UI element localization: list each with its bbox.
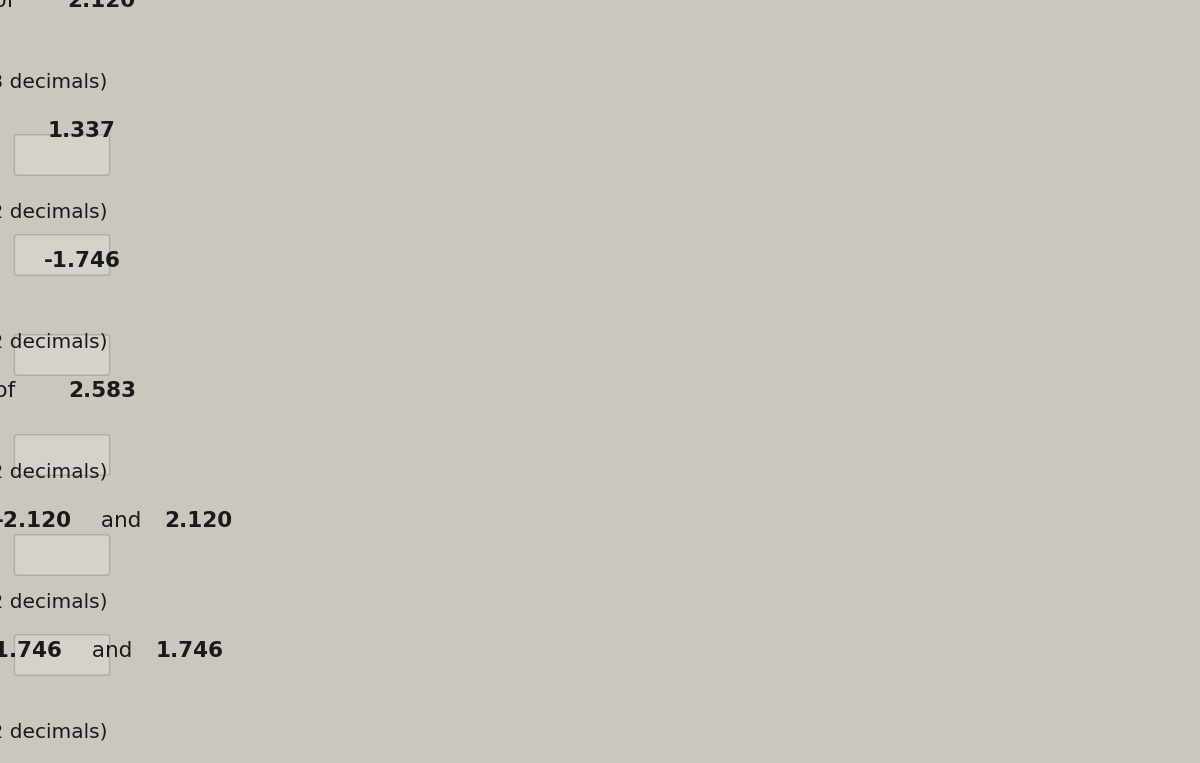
Text: 1.337: 1.337 [48, 121, 115, 141]
Text: (to 2 decimals): (to 2 decimals) [0, 592, 108, 611]
Text: 2.583: 2.583 [68, 381, 136, 401]
FancyBboxPatch shape [14, 335, 109, 375]
Text: To the right of: To the right of [0, 381, 23, 401]
Text: and: and [85, 641, 139, 661]
Text: (to 3 decimals): (to 3 decimals) [0, 73, 108, 92]
Text: -2.120: -2.120 [0, 511, 72, 531]
Text: (to 2 decimals): (to 2 decimals) [0, 333, 108, 352]
Text: 2.120: 2.120 [164, 511, 232, 531]
Text: -1.746: -1.746 [44, 251, 121, 271]
Text: (to 2 decimals): (to 2 decimals) [0, 462, 108, 481]
Text: (to 2 decimals): (to 2 decimals) [0, 203, 108, 222]
Text: To the left of: To the left of [0, 251, 4, 271]
Text: To the right of: To the right of [0, 0, 22, 11]
FancyBboxPatch shape [14, 135, 109, 175]
Text: and: and [94, 511, 148, 531]
Text: 1.746: 1.746 [156, 641, 223, 661]
Text: -1.746: -1.746 [0, 641, 64, 661]
FancyBboxPatch shape [14, 635, 109, 675]
FancyBboxPatch shape [14, 235, 109, 275]
Text: 2.120: 2.120 [67, 0, 136, 11]
FancyBboxPatch shape [14, 535, 109, 575]
Text: (to 2 decimals): (to 2 decimals) [0, 723, 108, 741]
FancyBboxPatch shape [14, 435, 109, 475]
Text: To the left of: To the left of [0, 121, 6, 141]
